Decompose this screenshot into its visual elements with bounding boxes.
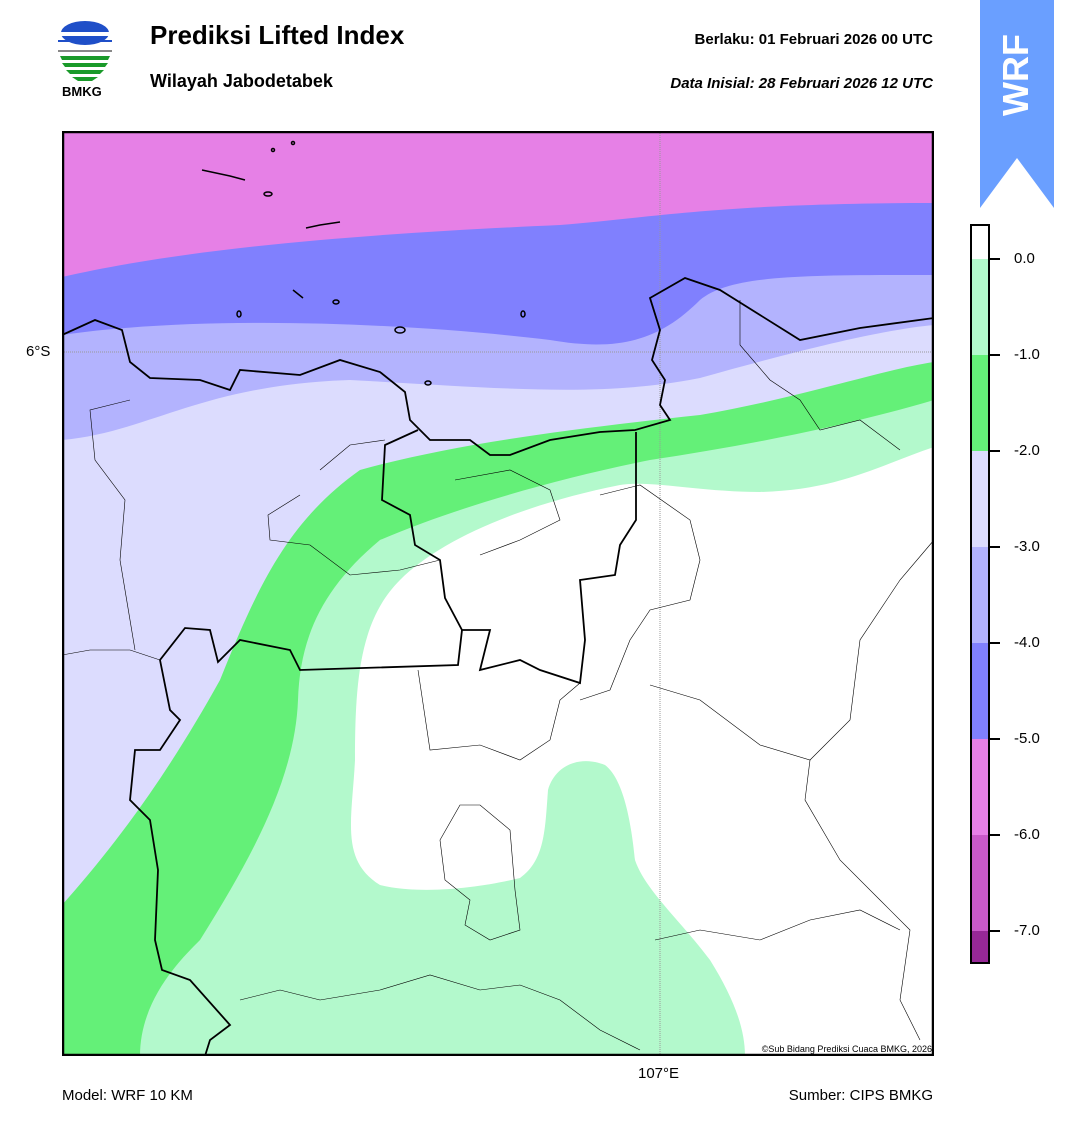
source-label: Sumber: CIPS BMKG: [788, 1087, 933, 1104]
wrf-badge-text: WRF: [995, 34, 1036, 116]
islands: [201, 140, 526, 386]
band-above-0: [350, 447, 934, 1056]
init-time: Data Inisial: 28 Februari 2026 12 UTC: [670, 75, 933, 92]
wrf-badge: WRF: [980, 0, 1054, 208]
region-subtitle: Wilayah Jabodetabek: [150, 71, 333, 91]
colorbar-tick: [990, 642, 1000, 644]
colorbar-tick: [990, 834, 1000, 836]
page-title: Prediksi Lifted Index: [150, 20, 405, 50]
lat-label: 6°S: [26, 343, 51, 360]
bmkg-logo: [58, 21, 112, 81]
lifted-index-map: ©Sub Bidang Prediksi Cuaca BMKG, 2026: [62, 131, 934, 1056]
colorbar-segment: [972, 547, 988, 643]
valid-time: Berlaku: 01 Februari 2026 00 UTC: [694, 31, 933, 48]
coastline: [62, 277, 934, 456]
colorbar-segment: [972, 739, 988, 835]
colorbar-tick: [990, 258, 1000, 260]
colorbar-tick-label: -4.0: [1014, 634, 1040, 651]
colorbar-tick-label: -1.0: [1014, 346, 1040, 363]
colorbar-segment: [972, 355, 988, 451]
colorbar-tick: [990, 450, 1000, 452]
colorbar: [970, 224, 990, 964]
lon-label: 107°E: [638, 1065, 680, 1082]
colorbar-segment: [972, 835, 988, 931]
colorbar-segment: [972, 259, 988, 355]
colorbar-tick-label: -6.0: [1014, 826, 1040, 843]
colorbar-tick: [990, 930, 1000, 932]
map-frame: [62, 131, 934, 1056]
colorbar-segment: [972, 451, 988, 547]
colorbar-tick-label: -5.0: [1014, 730, 1040, 747]
colorbar-segment: [972, 226, 988, 259]
colorbar-tick-label: 0.0: [1014, 250, 1035, 267]
regency-borders: [62, 300, 934, 1051]
colorbar-tick-label: -2.0: [1014, 442, 1040, 459]
copyright-text: ©Sub Bidang Prediksi Cuaca BMKG, 2026: [762, 1044, 932, 1054]
colorbar-tick-label: -3.0: [1014, 538, 1040, 555]
province-border: [129, 627, 463, 1056]
colorbar-tick: [990, 546, 1000, 548]
colorbar-tick: [990, 738, 1000, 740]
colorbar-segment: [972, 931, 988, 962]
province-border: [381, 429, 637, 685]
colorbar-segment: [972, 643, 988, 739]
colorbar-tick-label: -7.0: [1014, 922, 1040, 939]
logo-text: BMKG: [62, 84, 102, 99]
model-label: Model: WRF 10 KM: [62, 1087, 193, 1104]
colorbar-tick: [990, 354, 1000, 356]
